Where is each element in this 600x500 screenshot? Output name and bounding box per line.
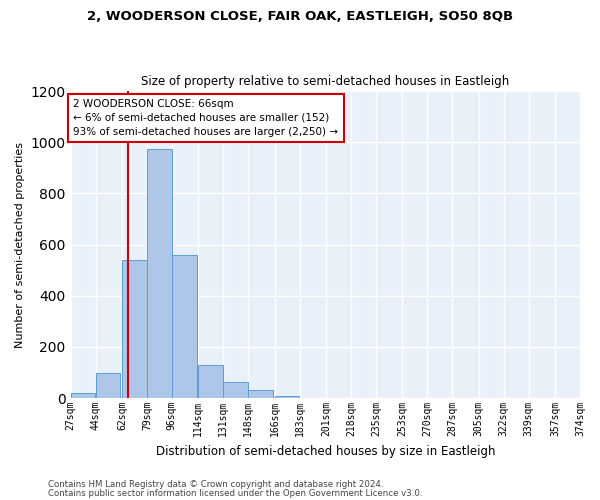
Bar <box>172 255 197 398</box>
Bar <box>275 396 299 398</box>
Text: 2 WOODERSON CLOSE: 66sqm
← 6% of semi-detached houses are smaller (152)
93% of s: 2 WOODERSON CLOSE: 66sqm ← 6% of semi-de… <box>73 98 338 136</box>
Text: Contains HM Land Registry data © Crown copyright and database right 2024.: Contains HM Land Registry data © Crown c… <box>48 480 383 489</box>
Bar <box>248 390 273 398</box>
Y-axis label: Number of semi-detached properties: Number of semi-detached properties <box>15 142 25 348</box>
Bar <box>71 393 95 398</box>
Bar <box>199 365 223 398</box>
Bar <box>122 260 146 398</box>
Bar <box>96 372 120 398</box>
X-axis label: Distribution of semi-detached houses by size in Eastleigh: Distribution of semi-detached houses by … <box>155 444 495 458</box>
Bar <box>147 148 172 398</box>
Text: 2, WOODERSON CLOSE, FAIR OAK, EASTLEIGH, SO50 8QB: 2, WOODERSON CLOSE, FAIR OAK, EASTLEIGH,… <box>87 10 513 23</box>
Bar <box>223 382 248 398</box>
Text: Contains public sector information licensed under the Open Government Licence v3: Contains public sector information licen… <box>48 489 422 498</box>
Title: Size of property relative to semi-detached houses in Eastleigh: Size of property relative to semi-detach… <box>141 76 509 88</box>
